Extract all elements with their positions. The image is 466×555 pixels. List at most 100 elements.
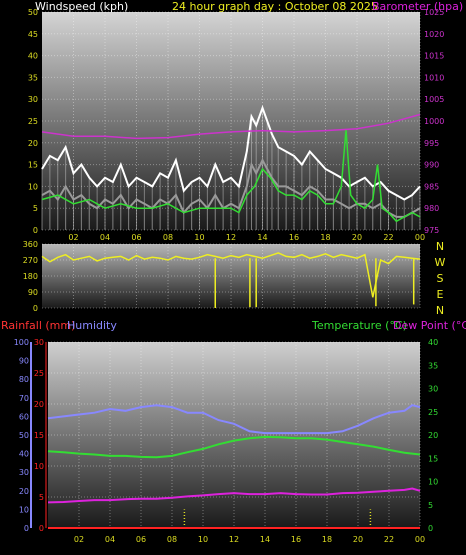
- x-tick-label: 14: [257, 233, 267, 242]
- y-humidity-tick-label: 80: [19, 375, 29, 384]
- panel-wind-series: [41, 104, 421, 230]
- y-left-tick-label: 35: [28, 73, 38, 82]
- x-tick-label: 04: [100, 233, 110, 242]
- y-right-tick-label: 995: [424, 139, 439, 148]
- panel-humidity-temp-ticks: 0 10 20 30 40 50 60 70 80 90 100 0 5 10 15 20 25 30 0 5 10 15…: [14, 338, 438, 544]
- y-left-tick-label: 20: [28, 139, 38, 148]
- y-left-tick-label: 10: [28, 182, 38, 191]
- panel-wind: 0510152025303540455097598098599099510001…: [28, 8, 445, 242]
- y-humidity-tick-label: 90: [19, 357, 29, 366]
- x-tick-label: 22: [384, 535, 394, 544]
- x-tick-label: 10: [194, 233, 204, 242]
- y-rain-tick-label: 20: [34, 400, 44, 409]
- x-tick-label: 06: [131, 233, 141, 242]
- x-tick-label: 12: [229, 535, 239, 544]
- y-humidity-tick-label: 30: [19, 468, 29, 477]
- x-tick-label: 02: [68, 233, 78, 242]
- y-humidity-tick-label: 70: [19, 394, 29, 403]
- x-tick-label: 10: [198, 535, 208, 544]
- series-temperature-line: [47, 435, 421, 459]
- panel-direction-ticks: 0 90 180 270 360: [23, 240, 38, 313]
- y-right-tick-label: 1020: [424, 30, 444, 39]
- x-tick-label: 22: [383, 233, 393, 242]
- y-right-tick-label: 1005: [424, 95, 444, 104]
- panel-humidity-temp-bg: [48, 342, 420, 528]
- x-tick-label: 02: [74, 535, 84, 544]
- y-tick-label: 0: [33, 304, 38, 313]
- series-gust-line: [41, 104, 421, 201]
- y-left-tick-label: 0: [33, 226, 38, 235]
- y-humidity-tick-label: 60: [19, 412, 29, 421]
- y-temp-tick-label: 20: [428, 431, 438, 440]
- panel-wind-ticks: 0510152025303540455097598098599099510001…: [28, 8, 445, 242]
- y-left-tick-label: 50: [28, 8, 38, 17]
- y-rain-tick-label: 5: [39, 493, 44, 502]
- series-dewpoint-line: [47, 487, 421, 504]
- y-rain-tick-label: 10: [34, 462, 44, 471]
- y-right-tick-label: 1000: [424, 117, 444, 126]
- panel-direction-bg: [42, 244, 420, 308]
- y-right-tick-label: 1010: [424, 73, 444, 82]
- panel-direction-series: [41, 252, 421, 308]
- y-temp-tick-label: 10: [428, 478, 438, 487]
- temperature-label: Temperature (°C): [311, 319, 407, 332]
- y-rain-tick-label: 15: [34, 431, 44, 440]
- panel-wind-bg: [42, 12, 420, 230]
- panel-direction-grid: [42, 243, 421, 309]
- x-tick-label: 04: [105, 535, 115, 544]
- series-direction-line: [41, 252, 421, 298]
- windspeed-label: Windspeed (kph): [35, 0, 128, 13]
- y-left-tick-label: 25: [28, 117, 38, 126]
- y-left-tick-label: 15: [28, 161, 38, 170]
- y-left-tick-label: 40: [28, 52, 38, 61]
- y-humidity-tick-label: 40: [19, 450, 29, 459]
- y-left-tick-label: 45: [28, 30, 38, 39]
- y-humidity-tick-label: 20: [19, 487, 29, 496]
- series-humidity-line: [47, 404, 421, 435]
- y-right-tick-label: 975: [424, 226, 439, 235]
- y-right-tick-label: 985: [424, 182, 439, 191]
- panel-wind-grid: [42, 11, 421, 231]
- humidity-label: Humidity: [67, 319, 117, 332]
- compass-letter: W: [435, 256, 446, 269]
- y-right-tick-label: 990: [424, 161, 439, 170]
- y-temp-tick-label: 30: [428, 385, 438, 394]
- y-humidity-tick-label: 50: [19, 431, 29, 440]
- x-tick-label: 18: [320, 233, 330, 242]
- y-tick-label: 180: [23, 272, 38, 281]
- x-tick-label: 16: [291, 535, 301, 544]
- x-tick-label: 12: [226, 233, 236, 242]
- barometer-label: Barometer (hpa): [372, 0, 463, 13]
- y-temp-tick-label: 35: [428, 361, 438, 370]
- y-tick-label: 270: [23, 256, 38, 265]
- y-tick-label: 360: [23, 240, 38, 249]
- x-tick-label: 16: [289, 233, 299, 242]
- compass-letter: E: [437, 288, 444, 301]
- y-left-tick-label: 5: [33, 204, 38, 213]
- compass-letter: N: [436, 240, 444, 253]
- y-temp-tick-label: 40: [428, 338, 438, 347]
- panel-humidity-temp: 0 10 20 30 40 50 60 70 80 90 100 0 5 10 15 20 25 30 0 5 10 15…: [14, 338, 438, 544]
- panel-humidity-temp-series: [47, 404, 421, 529]
- x-tick-label: 08: [163, 233, 173, 242]
- y-humidity-tick-label: 0: [24, 524, 29, 533]
- series-wind-line: [41, 157, 421, 218]
- y-humidity-tick-label: 100: [14, 338, 29, 347]
- y-temp-tick-label: 0: [428, 524, 433, 533]
- y-temp-tick-label: 25: [428, 408, 438, 417]
- x-tick-label: 06: [136, 535, 146, 544]
- series-barometer-line: [41, 113, 421, 140]
- x-tick-label: 20: [352, 233, 362, 242]
- x-tick-label: 14: [260, 535, 270, 544]
- chart-title: 24 hour graph day : October 08 2025: [172, 0, 378, 13]
- y-temp-tick-label: 5: [428, 501, 433, 510]
- dewpoint-label: Dew Point (°C): [393, 319, 466, 332]
- y-rain-tick-label: 0: [39, 524, 44, 533]
- y-right-tick-label: 1025: [424, 8, 444, 17]
- y-rain-tick-label: 25: [34, 369, 44, 378]
- x-tick-label: 18: [322, 535, 332, 544]
- y-temp-tick-label: 15: [428, 454, 438, 463]
- y-right-tick-label: 980: [424, 204, 439, 213]
